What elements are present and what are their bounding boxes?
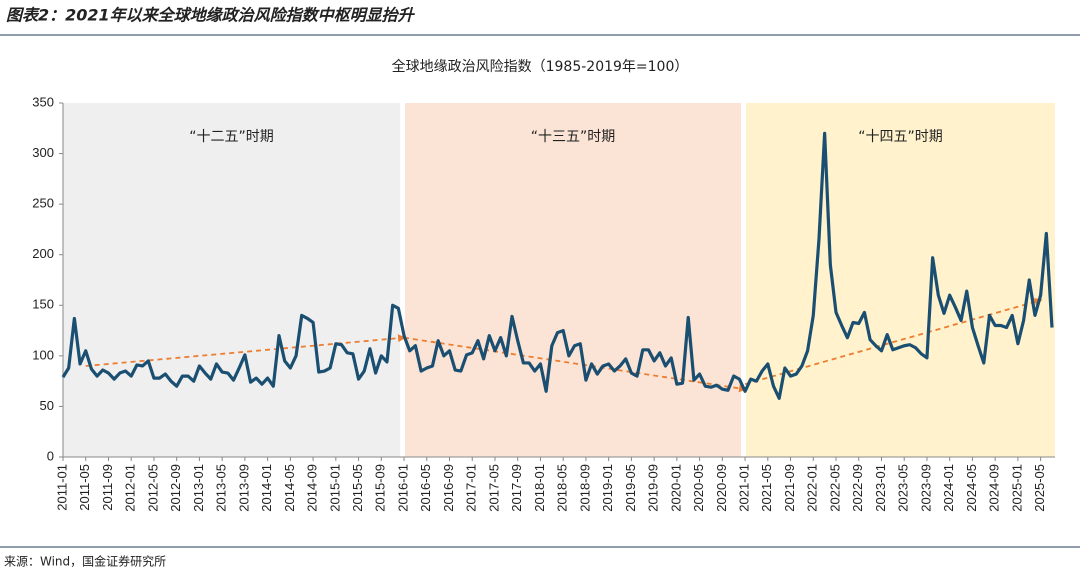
x-tick-label: 2015-01 bbox=[327, 464, 342, 512]
period-band bbox=[63, 103, 401, 457]
x-tick-label: 2020-09 bbox=[714, 464, 729, 512]
y-tick-label: 50 bbox=[40, 398, 54, 413]
x-tick-label: 2012-09 bbox=[168, 464, 183, 512]
y-tick-label: 350 bbox=[32, 94, 54, 109]
x-tick-label: 2021-01 bbox=[737, 464, 752, 512]
x-tick-label: 2011-05 bbox=[77, 464, 92, 511]
trend-arrow bbox=[744, 298, 1043, 386]
x-tick-label: 2023-05 bbox=[896, 464, 911, 512]
y-tick-label: 0 bbox=[47, 448, 54, 463]
y-tick-label: 150 bbox=[32, 297, 54, 312]
x-tick-label: 2022-01 bbox=[805, 464, 820, 512]
x-tick-label: 2019-01 bbox=[600, 464, 615, 512]
x-tick-label: 2025-05 bbox=[1032, 464, 1047, 512]
x-tick-label: 2013-01 bbox=[191, 464, 206, 512]
x-tick-label: 2021-05 bbox=[759, 464, 774, 512]
x-tick-label: 2015-05 bbox=[350, 464, 365, 512]
x-tick-label: 2020-01 bbox=[668, 464, 683, 512]
page-title: 图表2：2021年以来全球地缘政治风险指数中枢明显抬升 bbox=[6, 6, 416, 25]
x-tick-label: 2011-09 bbox=[100, 464, 115, 511]
x-tick-label: 2016-09 bbox=[441, 464, 456, 512]
period-band bbox=[746, 103, 1055, 457]
x-tick-label: 2017-09 bbox=[509, 464, 524, 512]
y-tick-label: 300 bbox=[32, 145, 54, 160]
x-tick-label: 2018-01 bbox=[532, 464, 547, 512]
x-tick-label: 2024-05 bbox=[964, 464, 979, 512]
x-tick-label: 2017-05 bbox=[486, 464, 501, 512]
x-tick-label: 2012-05 bbox=[145, 464, 160, 512]
x-tick-label: 2022-09 bbox=[850, 464, 865, 512]
y-tick-label: 250 bbox=[32, 196, 54, 211]
x-tick-label: 2023-09 bbox=[918, 464, 933, 512]
source-note: 来源：Wind，国金证券研究所 bbox=[4, 554, 166, 569]
x-tick-label: 2017-01 bbox=[464, 464, 479, 512]
x-tick-label: 2013-09 bbox=[236, 464, 251, 512]
x-tick-label: 2024-09 bbox=[987, 464, 1002, 512]
x-tick-label: 2011-01 bbox=[54, 464, 69, 511]
trend-arrow bbox=[403, 336, 748, 393]
x-tick-label: 2019-09 bbox=[646, 464, 661, 512]
x-tick-label: 2014-01 bbox=[259, 464, 274, 512]
x-tick-label: 2014-09 bbox=[305, 464, 320, 512]
x-tick-label: 2023-01 bbox=[873, 464, 888, 512]
y-tick-label: 100 bbox=[32, 347, 54, 362]
chart-title: 全球地缘政治风险指数（1985-2019年=100） bbox=[392, 58, 689, 75]
x-tick-label: 2015-09 bbox=[373, 464, 388, 512]
period-label: “十四五”时期 bbox=[858, 129, 943, 145]
x-tick-label: 2020-05 bbox=[691, 464, 706, 512]
x-tick-label: 2024-01 bbox=[941, 464, 956, 512]
x-tick-label: 2012-01 bbox=[123, 464, 138, 512]
x-tick-label: 2016-01 bbox=[395, 464, 410, 512]
period-label: “十三五”时期 bbox=[531, 129, 616, 145]
x-tick-label: 2014-05 bbox=[282, 464, 297, 512]
y-tick-label: 200 bbox=[32, 246, 54, 261]
period-label: “十二五”时期 bbox=[189, 129, 274, 145]
x-tick-label: 2021-09 bbox=[782, 464, 797, 512]
x-tick-label: 2022-05 bbox=[827, 464, 842, 512]
x-tick-label: 2018-05 bbox=[555, 464, 570, 512]
x-tick-label: 2016-05 bbox=[418, 464, 433, 512]
x-tick-label: 2019-05 bbox=[623, 464, 638, 512]
x-tick-label: 2013-05 bbox=[214, 464, 229, 512]
x-tick-label: 2025-01 bbox=[1009, 464, 1024, 512]
x-tick-label: 2018-09 bbox=[577, 464, 592, 512]
period-band bbox=[405, 103, 742, 457]
plot-area: “十二五”时期 “十三五”时期 “十四五”时期 0 50 100 150 200 250 300 3… bbox=[32, 94, 1055, 512]
data-line bbox=[61, 131, 1054, 400]
